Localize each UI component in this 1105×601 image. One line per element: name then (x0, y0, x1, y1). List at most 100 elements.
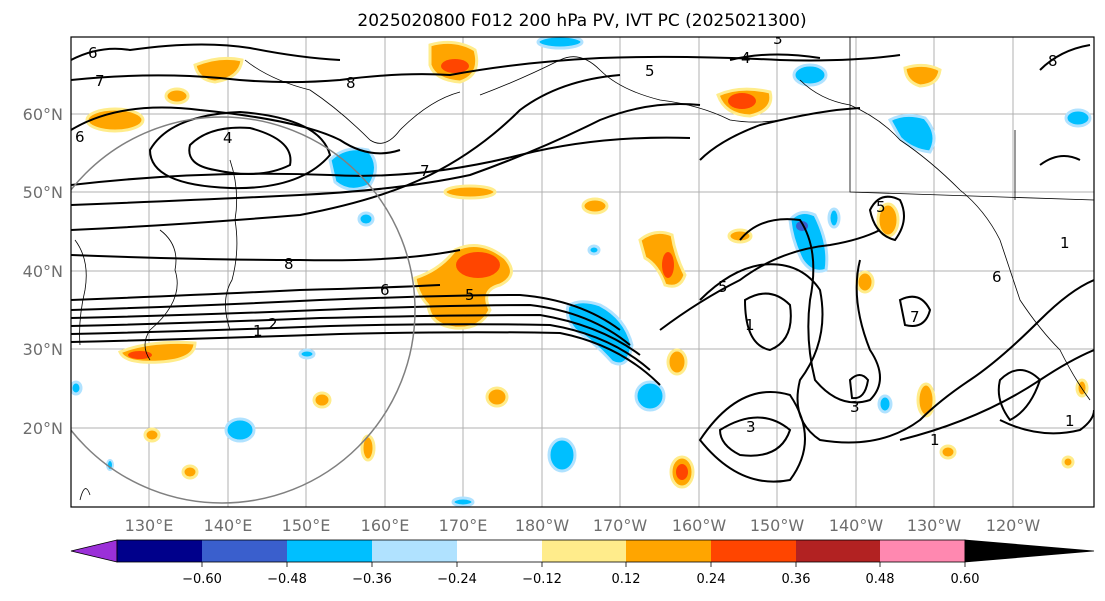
negative-anomaly (536, 37, 584, 50)
positive-anomaly (916, 382, 936, 418)
lat-label: 40°N (23, 262, 63, 281)
colorbar-frame (116, 539, 966, 563)
contour-label: 7 (95, 72, 105, 90)
colorbar-segment (711, 540, 796, 562)
negative-anomaly (792, 63, 828, 87)
colorbar-tick-label: −0.48 (267, 572, 307, 587)
colorbar-tick-label: −0.60 (182, 572, 222, 587)
lon-label: 130°W (907, 516, 962, 535)
contour-label: 4 (223, 129, 233, 147)
colorbar-tick-label: 0.12 (612, 572, 641, 587)
positive-core (676, 464, 688, 480)
colorbar-tick-label: 0.60 (951, 572, 980, 587)
contour-label: 1 (253, 322, 263, 340)
positive-anomaly (164, 87, 190, 105)
lat-labels: 60°N 50°N 40°N 30°N 20°N (23, 105, 63, 438)
positive-anomaly (939, 444, 957, 460)
contour-label: 5 (645, 62, 655, 80)
negative-anomaly (451, 496, 475, 507)
contour-labels: 6 7 8 4 5 4 3 7 8 8 6 5 1 2 1 3 3 1 5 7 … (75, 30, 1075, 449)
lat-label: 60°N (23, 105, 63, 124)
lon-label: 140°W (829, 516, 884, 535)
negative-anomaly (224, 417, 256, 443)
lon-labels: 130°E 140°E 150°E 160°E 170°E 180°W 170°… (125, 516, 1041, 535)
colorbar-tick-label: 0.36 (782, 572, 811, 587)
contour-label: 6 (992, 268, 1002, 286)
contour-label: 5 (718, 278, 728, 296)
chart-title: 2025020800 F012 200 hPa PV, IVT PC (2025… (357, 11, 806, 31)
positive-anomaly (855, 270, 875, 294)
coastlines (74, 37, 1094, 501)
colorbar-segment (796, 540, 880, 562)
colorbar-extend-high (964, 539, 1095, 563)
positive-anomaly (876, 202, 900, 238)
lat-label: 50°N (23, 183, 63, 202)
positive-anomaly (143, 427, 161, 443)
colorbar-tick-label: −0.12 (522, 572, 562, 587)
contour-label: 3 (850, 398, 860, 416)
lon-label: 160°W (672, 516, 727, 535)
positive-anomaly (903, 63, 942, 88)
lon-label: 130°E (125, 516, 174, 535)
positive-anomaly (666, 348, 688, 376)
colorbar-extend-low (70, 539, 118, 563)
negative-anomaly (298, 348, 316, 360)
contour-label: 2 (268, 315, 278, 333)
negative-anomaly (877, 394, 893, 414)
contour-label: 6 (380, 281, 390, 299)
contour-label: 6 (75, 128, 85, 146)
colorbar-segment (372, 540, 457, 562)
negative-anomaly (634, 380, 666, 412)
colorbar-tick-label: 0.24 (697, 572, 726, 587)
contour-label: 5 (465, 286, 475, 304)
positive-anomaly (485, 386, 509, 408)
contour-label: 1 (930, 431, 940, 449)
contour-label: 7 (420, 162, 430, 180)
negative-anomaly (547, 437, 577, 473)
colorbar-tick-label: 0.48 (866, 572, 895, 587)
contour-label: 3 (773, 30, 783, 48)
colorbar-segment (202, 540, 287, 562)
colorbar-tick-label: −0.24 (437, 572, 477, 587)
colorbar-segment (626, 540, 711, 562)
negative-anomaly (357, 211, 375, 227)
positive-anomaly (360, 434, 376, 462)
ivt-shading (71, 37, 1092, 507)
negative-anomaly (827, 207, 841, 229)
colorbar-segment (880, 540, 965, 562)
positive-anomaly (638, 230, 687, 288)
contour-label: 5 (876, 198, 886, 216)
lon-label: 180°W (515, 516, 570, 535)
positive-anomaly (1061, 455, 1075, 469)
colorbar: −0.60 −0.48 −0.36 −0.24 −0.12 0.12 0.24 … (70, 539, 1095, 587)
negative-anomaly (1064, 108, 1092, 128)
lon-label: 160°E (361, 516, 410, 535)
positive-anomaly (312, 391, 332, 409)
map-frame (70, 36, 1095, 508)
contour-label: 1 (1060, 234, 1070, 252)
lon-label: 140°E (204, 516, 253, 535)
lon-label: 150°E (282, 516, 331, 535)
map-panel (71, 37, 1094, 507)
contour-label: 8 (1048, 52, 1058, 70)
positive-core (441, 59, 469, 73)
negative-anomaly (71, 380, 83, 396)
positive-anomaly (181, 464, 199, 480)
contour-label: 1 (745, 316, 755, 334)
colorbar-segment (542, 540, 626, 562)
positive-anomaly (443, 184, 497, 200)
lon-label: 170°W (593, 516, 648, 535)
lon-label: 150°W (750, 516, 805, 535)
colorbar-segment (457, 540, 542, 562)
colorbar-segment (287, 540, 372, 562)
contour-label: 8 (284, 255, 294, 273)
lat-label: 30°N (23, 340, 63, 359)
contour-label: 1 (1065, 412, 1075, 430)
contour-label: 8 (346, 74, 356, 92)
colorbar-segment (117, 540, 202, 562)
positive-anomaly (85, 107, 145, 133)
gridlines (71, 37, 1094, 507)
colorbar-tick-label: −0.36 (352, 572, 392, 587)
negative-anomaly (887, 113, 936, 154)
pv-contours (71, 43, 1094, 483)
